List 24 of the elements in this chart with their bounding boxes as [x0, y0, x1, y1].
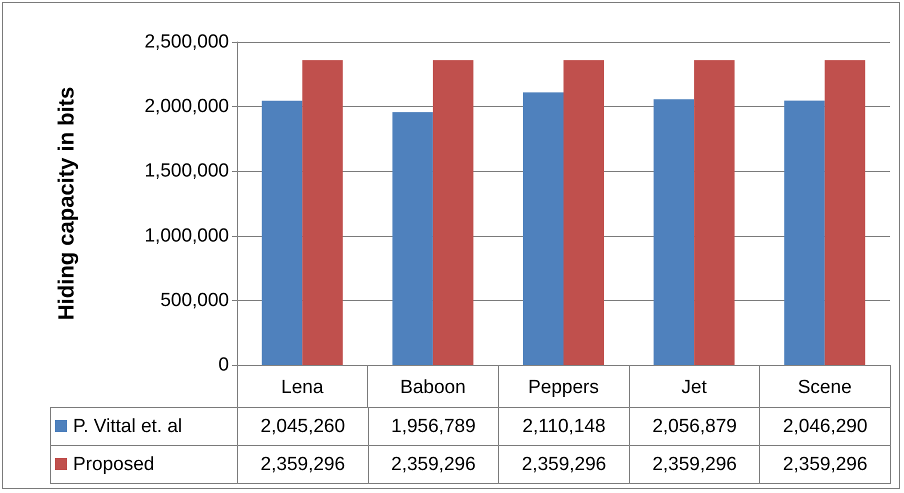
data-label: 2,045,260 — [238, 408, 368, 446]
data-label: 2,110,148 — [498, 408, 630, 446]
x-tick-label: Scene — [798, 377, 852, 398]
x-tick-label: Jet — [681, 377, 708, 398]
data-label: 2,359,296 — [498, 446, 630, 484]
legend-label: Proposed — [50, 446, 238, 484]
y-tick-label: 500,000 — [160, 290, 229, 311]
data-label: 2,056,879 — [629, 408, 760, 446]
data-label: 2,359,296 — [368, 446, 499, 484]
data-label: 2,046,290 — [760, 408, 890, 446]
legend-label: P. Vittal et. al — [50, 408, 238, 446]
y-tick-label: 1,500,000 — [144, 160, 229, 182]
y-tick-label: 1,000,000 — [144, 225, 229, 246]
data-label: 2,359,296 — [238, 446, 368, 484]
data-label: 2,359,296 — [629, 446, 760, 484]
y-axis-title: Hiding capacity in bits — [54, 86, 78, 320]
x-tick-label: Baboon — [400, 377, 466, 398]
data-label: 1,956,789 — [368, 408, 499, 446]
x-tick-label: Peppers — [528, 377, 599, 398]
data-label: 2,359,296 — [760, 446, 890, 484]
y-tick-label: 0 — [218, 354, 229, 376]
y-tick-label: 2,500,000 — [144, 32, 229, 52]
x-tick-label: Lena — [281, 377, 324, 398]
y-tick-label: 2,000,000 — [144, 96, 229, 118]
